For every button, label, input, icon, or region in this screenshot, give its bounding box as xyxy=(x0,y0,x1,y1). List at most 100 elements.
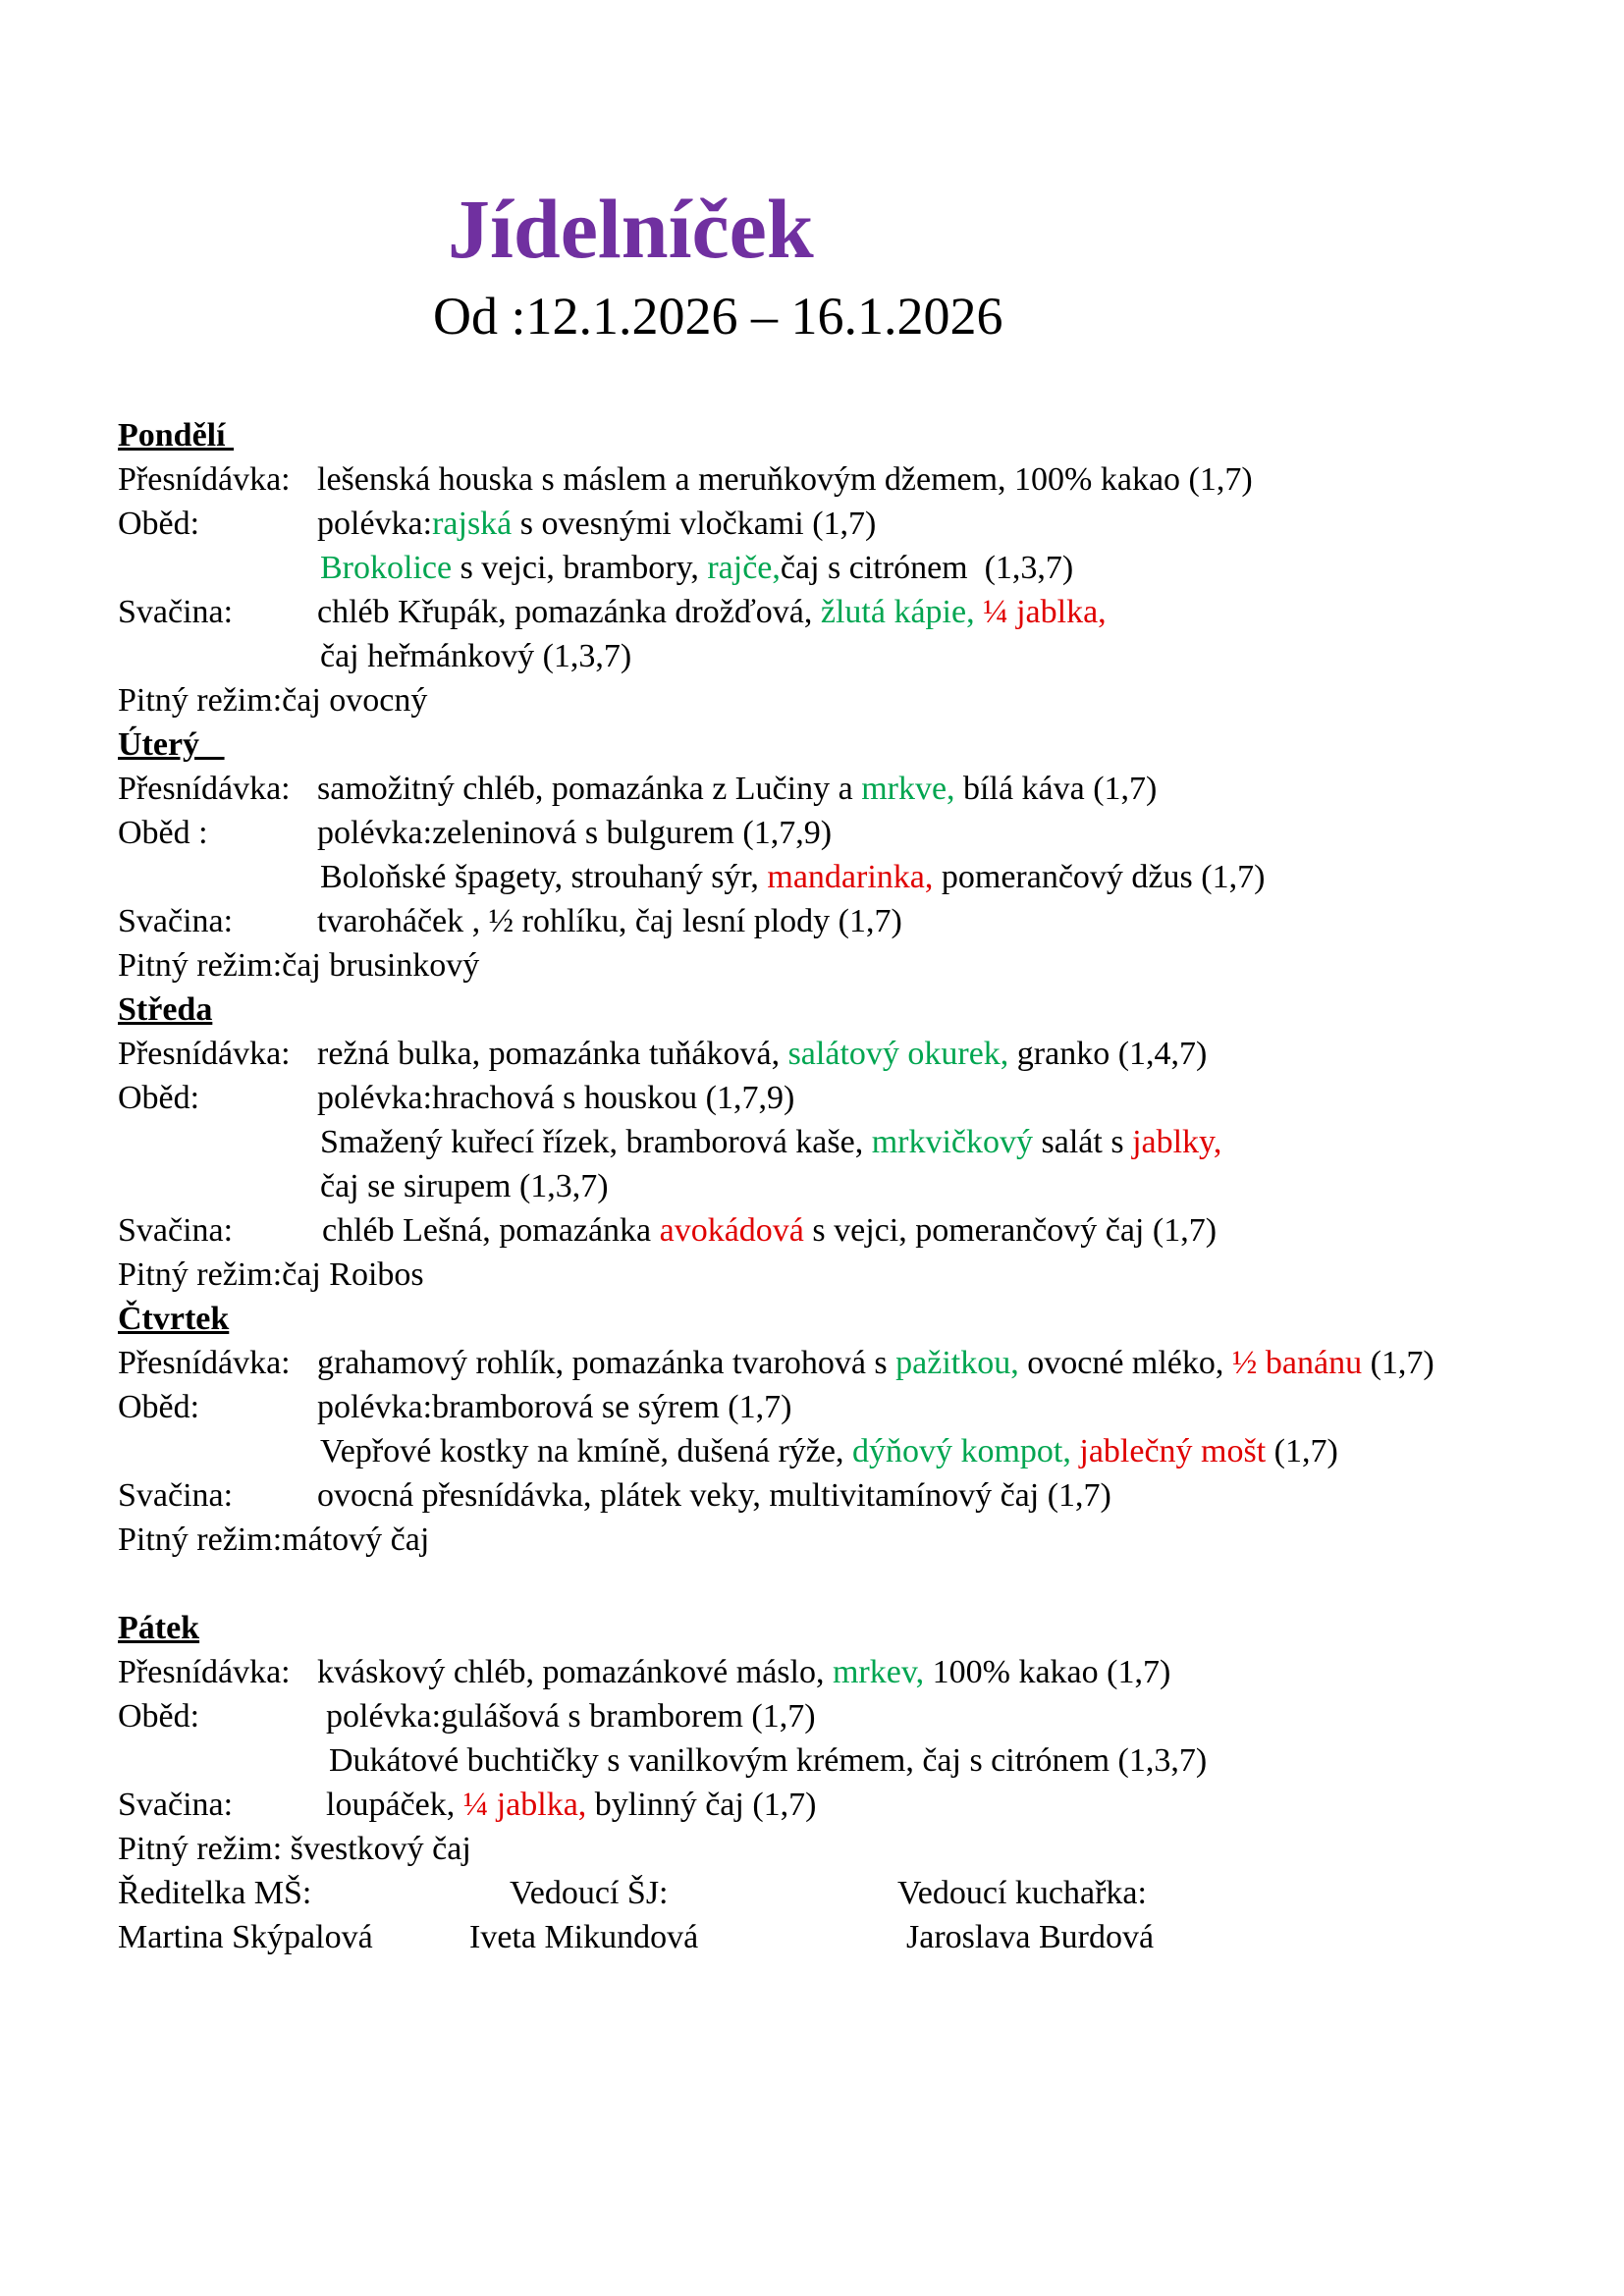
meal-item: lešenská houska s máslem a meruňkovým dž… xyxy=(317,461,1253,498)
meal-item-highlight: ½ banánu xyxy=(1231,1345,1363,1381)
meal-items: švestkový čaj xyxy=(282,1831,471,1867)
meal-item-highlight: ¼ jablka, xyxy=(983,594,1107,630)
menu-row: čaj heřmánkový (1,3,7) xyxy=(118,634,1435,678)
meal-item: ovocné mléko, xyxy=(1018,1345,1232,1381)
meal-items: polévka:zeleninová s bulgurem (1,7,9) xyxy=(317,815,832,851)
meal-item: (1,7) xyxy=(1362,1345,1435,1381)
menu-row: Pitný režim: čaj ovocný xyxy=(118,678,1435,722)
meal-item: Smažený kuřecí řízek, bramborová kaše, xyxy=(320,1124,872,1160)
meal-item-highlight: Brokolice xyxy=(320,550,453,586)
meal-label: Pitný režim: xyxy=(118,1831,283,1867)
meal-label: Oběd : xyxy=(118,815,208,851)
meal-label: Přesnídávka: xyxy=(118,771,291,807)
meal-items: samožitný chléb, pomazánka z Lučiny a mr… xyxy=(317,771,1157,807)
meal-item-highlight: mandarinka, xyxy=(767,859,934,895)
meal-item-highlight: pažitkou, xyxy=(895,1345,1019,1381)
menu-row: Boloňské špagety, strouhaný sýr, mandari… xyxy=(118,855,1435,899)
meal-item: švestkový čaj xyxy=(282,1831,471,1867)
meal-item: grahamový rohlík, pomazánka tvarohová s xyxy=(317,1345,896,1381)
meal-items: čaj heřmánkový (1,3,7) xyxy=(317,638,631,674)
meal-item: čaj s citrónem (1,3,7) xyxy=(780,550,1074,586)
meal-item: polévka: xyxy=(317,506,433,542)
meal-label: Přesnídávka: xyxy=(118,1654,291,1690)
day-heading: Úterý xyxy=(118,722,1435,767)
meal-item-highlight: rajská xyxy=(432,506,513,542)
meal-label: Přesnídávka: xyxy=(118,1036,291,1072)
day-name: Středa xyxy=(118,991,213,1028)
meal-item: samožitný chléb, pomazánka z Lučiny a xyxy=(317,771,862,807)
meal-item: chléb Křupák, pomazánka drožďová, xyxy=(317,594,821,630)
menu-row: Oběd: polévka:hrachová s houskou (1,7,9) xyxy=(118,1076,1435,1120)
meal-label: Svačina: xyxy=(118,1212,234,1249)
meal-item: chléb Lešná, pomazánka xyxy=(322,1212,660,1249)
meal-item-highlight: mrkve, xyxy=(861,771,955,807)
meal-items: Boloňské špagety, strouhaný sýr, mandari… xyxy=(317,859,1265,895)
menu-row xyxy=(118,1562,1435,1606)
meal-item-highlight: žlutá kápie, xyxy=(820,594,984,630)
menu-row: Přesnídávka: samožitný chléb, pomazánka z… xyxy=(118,767,1435,811)
menu-row: Dukátové buchtičky s vanilkovým krémem, … xyxy=(118,1738,1435,1783)
day-name: Úterý xyxy=(118,726,225,763)
menu-row: Svačina: chléb Lešná, pomazánka avokádová… xyxy=(118,1208,1435,1253)
meal-item-highlight: jablky, xyxy=(1132,1124,1222,1160)
meal-items: ovocná přesnídávka, plátek veky, multivi… xyxy=(317,1477,1111,1514)
menu-row: Vepřové kostky na kmíně, dušená rýže, dý… xyxy=(118,1429,1435,1473)
meal-label: Pitný režim: xyxy=(118,1256,283,1293)
meal-item: čaj heřmánkový (1,3,7) xyxy=(320,638,632,674)
signature-name-director: Martina Skýpalová xyxy=(118,1919,373,1955)
menu-row: Oběd: polévka:rajská s ovesnými vločkami … xyxy=(118,502,1435,546)
meal-item: 100% kakao (1,7) xyxy=(924,1654,1171,1690)
meal-label: Přesnídávka: xyxy=(118,1345,291,1381)
meal-item: čaj se sirupem (1,3,7) xyxy=(320,1168,609,1204)
menu-row: Smažený kuřecí řízek, bramborová kaše, m… xyxy=(118,1120,1435,1164)
meal-item: granko (1,4,7) xyxy=(1008,1036,1208,1072)
meal-item-highlight: mrkev, xyxy=(832,1654,925,1690)
menu-row: Pitný režim: čaj brusinkový xyxy=(118,943,1435,988)
menu-row: Svačina: chléb Křupák, pomazánka drožďová… xyxy=(118,590,1435,634)
menu-row: Pitný režim: čaj Roibos xyxy=(118,1253,1435,1297)
meal-item: s vejci, pomerančový čaj (1,7) xyxy=(803,1212,1218,1249)
meal-label: Oběd: xyxy=(118,1698,200,1735)
meal-item: pomerančový džus (1,7) xyxy=(933,859,1266,895)
meal-label: Pitný režim: xyxy=(118,682,283,719)
meal-items: čaj Roibos xyxy=(282,1256,423,1293)
meal-item: polévka:gulášová s bramborem (1,7) xyxy=(326,1698,816,1735)
meal-item: (1,7) xyxy=(1266,1433,1338,1469)
meal-items: loupáček, ¼ jablka, bylinný čaj (1,7) xyxy=(317,1787,816,1823)
meal-item: mátový čaj xyxy=(282,1522,430,1558)
menu-row: Oběd: polévka:bramborová se sýrem (1,7) xyxy=(118,1385,1435,1429)
meal-items: Vepřové kostky na kmíně, dušená rýže, dý… xyxy=(317,1433,1338,1469)
meal-items: polévka:rajská s ovesnými vločkami (1,7) xyxy=(317,506,876,542)
meal-item: s vejci, brambory, xyxy=(452,550,708,586)
day-heading: Čtvrtek xyxy=(118,1297,1435,1341)
menu-row: čaj se sirupem (1,3,7) xyxy=(118,1164,1435,1208)
meal-item: čaj ovocný xyxy=(282,682,428,719)
meal-item: čaj Roibos xyxy=(282,1256,424,1293)
meal-item: kváskový chléb, pomazánkové máslo, xyxy=(317,1654,833,1690)
menu-row: Oběd : polévka:zeleninová s bulgurem (1,7… xyxy=(118,811,1435,855)
day-name: Pátek xyxy=(118,1610,200,1646)
menu-row: Pitný režim: švestkový čaj xyxy=(118,1827,1435,1871)
menu-row: Přesnídávka: grahamový rohlík, pomazánka … xyxy=(118,1341,1435,1385)
meal-items: polévka:bramborová se sýrem (1,7) xyxy=(317,1389,791,1425)
meal-items: polévka:hrachová s houskou (1,7,9) xyxy=(317,1080,794,1116)
meal-items: režná bulka, pomazánka tuňáková, salátov… xyxy=(317,1036,1207,1072)
meal-items: Dukátové buchtičky s vanilkovým krémem, … xyxy=(317,1742,1207,1779)
meal-items: lešenská houska s máslem a meruňkovým dž… xyxy=(317,461,1253,498)
meal-item: bílá káva (1,7) xyxy=(954,771,1158,807)
meal-item: s ovesnými vločkami (1,7) xyxy=(512,506,877,542)
meal-item: polévka:hrachová s houskou (1,7,9) xyxy=(317,1080,795,1116)
date-range: Od :12.1.2026 – 16.1.2026 xyxy=(433,287,1003,346)
meal-item-highlight: dýňový kompot, xyxy=(851,1433,1071,1469)
menu-row: Přesnídávka: lešenská houska s máslem a m… xyxy=(118,457,1435,502)
meal-items: čaj se sirupem (1,3,7) xyxy=(317,1168,609,1204)
meal-item-highlight: mrkvičkový xyxy=(871,1124,1034,1160)
menu-row: Přesnídávka: režná bulka, pomazánka tuňák… xyxy=(118,1032,1435,1076)
meal-item: Boloňské špagety, strouhaný sýr, xyxy=(320,859,768,895)
weekly-menu: Pondělí Přesnídávka: lešenská houska s má… xyxy=(118,413,1435,1871)
meal-items: chléb Lešná, pomazánka avokádová s vejci… xyxy=(317,1212,1217,1249)
menu-row: Brokolice s vejci, brambory, rajče,čaj s… xyxy=(118,546,1435,590)
meal-item: Dukátové buchtičky s vanilkovým krémem, … xyxy=(329,1742,1208,1779)
meal-label: Svačina: xyxy=(118,594,234,630)
menu-row: Přesnídávka: kváskový chléb, pomazánkové … xyxy=(118,1650,1435,1694)
